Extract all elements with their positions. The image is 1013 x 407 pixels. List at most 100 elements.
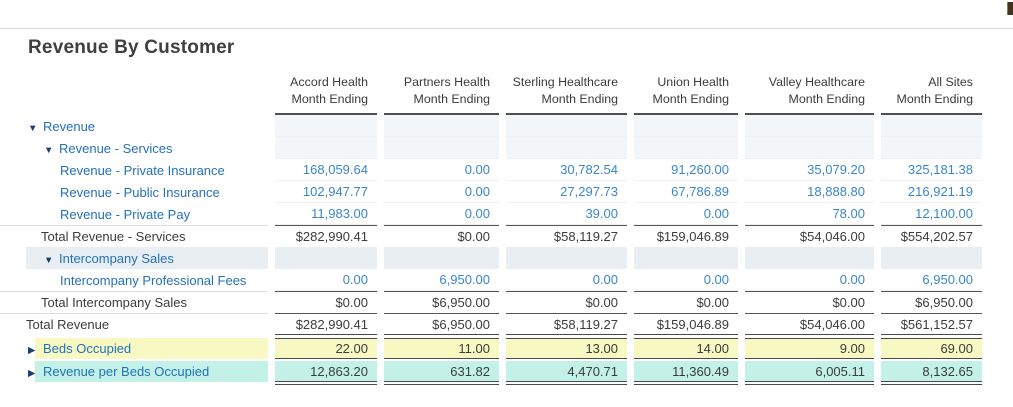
- top-right-partial-icon[interactable]: [1007, 2, 1013, 15]
- table-row-intercompany-professional-fees: Intercompany Professional Fees 0.00 6,950.…: [0, 269, 982, 291]
- value-cell: [384, 115, 499, 137]
- value-cell: $554,202.57: [881, 225, 982, 247]
- value-cell: 0.00: [384, 181, 499, 203]
- row-label: Total Revenue - Services: [41, 229, 186, 244]
- value-cell: [275, 115, 377, 137]
- value-cell: $6,950.00: [384, 291, 499, 313]
- column-period: Month Ending: [788, 92, 865, 106]
- value-cell: 14.00: [634, 338, 738, 359]
- row-label[interactable]: Revenue - Public Insurance: [60, 184, 220, 200]
- value-cell: 12,863.20: [275, 361, 377, 382]
- expand-triangle-icon[interactable]: ▶: [28, 368, 36, 379]
- column-period: Month Ending: [291, 92, 368, 106]
- value-cell: 9.00: [745, 338, 874, 359]
- row-label-cell: Revenue - Public Insurance: [0, 181, 268, 203]
- value-cell: [745, 247, 874, 269]
- row-label-cell: ▶ Beds Occupied: [0, 338, 268, 359]
- value-cell: 39.00: [506, 203, 627, 225]
- column-name: All Sites: [928, 75, 973, 89]
- column-name: Partners Health: [403, 75, 490, 89]
- value-cell: 0.00: [745, 269, 874, 291]
- row-label[interactable]: Revenue - Private Pay: [60, 206, 191, 222]
- value-cell: [506, 115, 627, 137]
- column-name: Union Health: [657, 75, 729, 89]
- column-header: All Sites Month Ending: [881, 70, 982, 115]
- row-label-cell: ▼ Revenue - Services: [0, 137, 268, 159]
- collapse-triangle-icon[interactable]: ▼: [44, 144, 54, 156]
- value-cell: 216,921.19: [881, 181, 982, 203]
- value-cell: [506, 137, 627, 159]
- value-cell: $159,046.89: [634, 225, 738, 247]
- value-cell: 22.00: [275, 338, 377, 359]
- column-header: Accord Health Month Ending: [275, 70, 377, 115]
- row-label-cell: Revenue - Private Insurance: [0, 159, 268, 181]
- value-cell: [634, 115, 738, 137]
- value-cell: [275, 247, 377, 269]
- value-cell: $0.00: [384, 225, 499, 247]
- table-row-intercompany-sales: ▼ Intercompany Sales: [0, 247, 982, 269]
- value-cell: 168,059.64: [275, 159, 377, 181]
- column-header: Partners Health Month Ending: [384, 70, 499, 115]
- value-cell: [634, 247, 738, 269]
- report-table: Accord Health Month Ending Partners Health…: [0, 70, 989, 386]
- column-name: Accord Health: [290, 75, 368, 89]
- table-row-total-revenue-services: Total Revenue - Services $282,990.41 $0.00…: [0, 225, 982, 247]
- value-cell: $6,950.00: [384, 313, 499, 335]
- value-cell: $0.00: [275, 291, 377, 313]
- value-cell: [506, 247, 627, 269]
- value-cell: 0.00: [275, 269, 377, 291]
- value-cell: $282,990.41: [275, 225, 377, 247]
- value-cell: 325,181.38: [881, 159, 982, 181]
- row-label[interactable]: Revenue per Beds Occupied: [43, 364, 210, 379]
- row-label[interactable]: Revenue - Private Insurance: [60, 162, 225, 178]
- table-row-revenue-per-beds-occupied: ▶ Revenue per Beds Occupied 12,863.20 631.8…: [0, 361, 982, 382]
- value-cell: 0.00: [384, 159, 499, 181]
- column-header: Union Health Month Ending: [634, 70, 738, 115]
- table-row-revenue: ▼ Revenue: [0, 115, 982, 137]
- double-underline-row: [0, 384, 982, 386]
- row-label[interactable]: Revenue: [43, 118, 96, 134]
- row-label-cell: Intercompany Professional Fees: [0, 269, 268, 291]
- value-cell: 67,786.89: [634, 181, 738, 203]
- column-name: Valley Healthcare: [768, 75, 865, 89]
- value-cell: 11,983.00: [275, 203, 377, 225]
- row-label-cell: Revenue - Private Pay: [0, 203, 268, 225]
- revenue-report: Accord Health Month Ending Partners Health…: [0, 70, 989, 386]
- value-cell: $0.00: [634, 291, 738, 313]
- value-cell: $282,990.41: [275, 313, 377, 335]
- value-cell: [384, 247, 499, 269]
- expand-triangle-icon[interactable]: ▶: [28, 345, 36, 356]
- value-cell: $0.00: [745, 291, 874, 313]
- value-cell: $54,046.00: [745, 225, 874, 247]
- value-cell: [745, 115, 874, 137]
- value-cell: 631.82: [384, 361, 499, 382]
- value-cell: $159,046.89: [634, 313, 738, 335]
- row-label[interactable]: Beds Occupied: [43, 341, 132, 356]
- collapse-triangle-icon[interactable]: ▼: [28, 122, 38, 134]
- collapse-triangle-icon[interactable]: ▼: [44, 254, 54, 266]
- row-label[interactable]: Intercompany Professional Fees: [60, 272, 247, 288]
- row-label[interactable]: Intercompany Sales: [59, 250, 174, 266]
- column-period: Month Ending: [896, 92, 973, 106]
- value-cell: 0.00: [506, 269, 627, 291]
- value-cell: 78.00: [745, 203, 874, 225]
- value-cell: 6,950.00: [384, 269, 499, 291]
- value-cell: 69.00: [881, 338, 982, 359]
- column-period: Month Ending: [541, 92, 618, 106]
- table-row-total-intercompany-sales: Total Intercompany Sales $0.00 $6,950.00 $0…: [0, 291, 982, 313]
- value-cell: $561,152.57: [881, 313, 982, 335]
- table-row-revenue-private-insurance: Revenue - Private Insurance 168,059.64 0.0…: [0, 159, 982, 181]
- column-period: Month Ending: [652, 92, 729, 106]
- row-label-cell: Total Revenue: [0, 313, 268, 335]
- report-header-row: Accord Health Month Ending Partners Health…: [0, 70, 982, 115]
- value-cell: $54,046.00: [745, 313, 874, 335]
- value-cell: [881, 137, 982, 159]
- value-cell: $0.00: [506, 291, 627, 313]
- row-label: Total Revenue: [26, 317, 110, 332]
- value-cell: [634, 137, 738, 159]
- top-divider: [0, 28, 1013, 29]
- value-cell: 0.00: [384, 203, 499, 225]
- value-cell: 4,470.71: [506, 361, 627, 382]
- value-cell: 18,888.80: [745, 181, 874, 203]
- row-label[interactable]: Revenue - Services: [59, 140, 173, 156]
